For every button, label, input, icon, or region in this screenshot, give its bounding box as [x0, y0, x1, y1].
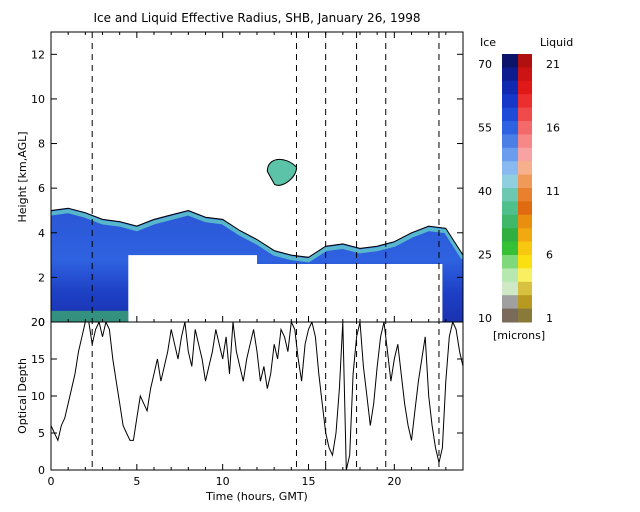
colorbar-liquid-cell: [518, 295, 532, 310]
isolated-cloud: [266, 158, 297, 186]
colorbar-liquid-cell: [518, 147, 532, 162]
colorbar-ice-cell: [502, 147, 518, 162]
colorbar-liquid-cell: [518, 281, 532, 296]
cloud-field: [51, 158, 463, 322]
height-tick-label: 4: [38, 227, 45, 240]
colorbar-liquid-cell: [518, 188, 532, 202]
optical-depth-panel: [51, 322, 463, 470]
height-axis-label: Height [km,AGL]: [16, 131, 29, 222]
colorbar-ice-cell: [502, 80, 518, 95]
colorbar-units: [microns]: [493, 329, 545, 342]
optical-depth-tick-label: 5: [38, 427, 45, 440]
colorbar-ice-tick: 70: [478, 58, 492, 71]
colorbar-ice-tick: 55: [478, 122, 492, 135]
time-tick-label: 15: [302, 475, 316, 488]
cloud-top-edge: [51, 209, 463, 263]
colorbar-ice-cell: [502, 308, 518, 323]
optical-depth-tick-label: 15: [31, 353, 45, 366]
chart-title: Ice and Liquid Effective Radius, SHB, Ja…: [93, 11, 420, 25]
time-tick-label: 0: [48, 475, 55, 488]
colorbar-ice-cell: [502, 174, 518, 189]
colorbar-ice-cell: [502, 94, 518, 109]
near-surface-band: [51, 310, 129, 322]
colorbar-liquid-cell: [518, 54, 532, 68]
colorbar-liquid-cell: [518, 255, 532, 269]
colorbar-ice-title: Ice: [480, 36, 496, 49]
optical-depth-axis-label: Optical Depth: [16, 358, 29, 434]
colorbar-tick-labels: 70 55 40 25 10 21 16 11 6 1: [478, 58, 560, 325]
height-tick-label: 0: [38, 316, 45, 329]
colorbar-liquid-tick: 16: [546, 122, 560, 135]
height-tick-label: 12: [31, 48, 45, 61]
colorbar-ice-cell: [502, 54, 518, 68]
colorbar-ice-cell: [502, 161, 518, 176]
colorbar-liquid-cell: [518, 201, 532, 216]
colorbar-liquid-cell: [518, 94, 532, 109]
colorbar-liquid-cell: [518, 67, 532, 82]
colorbar-liquid-cell: [518, 80, 532, 95]
height-tick-label: 8: [38, 138, 45, 151]
colorbar-ice-cell: [502, 228, 518, 243]
height-axis: 0 2 4 6 8 10 12: [31, 32, 464, 329]
colorbar-ice-tick: 40: [478, 185, 492, 198]
colorbar-ice-cell: [502, 201, 518, 216]
colorbar-liquid-cell: [518, 241, 532, 256]
event-lines: [91, 32, 440, 470]
colorbar-liquid-cell: [518, 268, 532, 283]
colorbar-liquid-cell: [518, 228, 532, 243]
time-tick-label: 10: [216, 475, 230, 488]
colorbar-ice-cell: [502, 134, 518, 149]
colorbar-liquid-cell: [518, 214, 532, 229]
colorbar-ice-cell: [502, 281, 518, 296]
colorbar-ice-cell: [502, 67, 518, 82]
colorbar-liquid-cell: [518, 134, 532, 149]
optical-depth-tick-label: 20: [31, 316, 45, 329]
colorbar-ice-cell: [502, 268, 518, 283]
heatmap-panel: [51, 158, 463, 322]
colorbar-liquid-cell: [518, 174, 532, 189]
colorbar-ice-cell: [502, 107, 518, 122]
cloud-top-outline: [51, 207, 463, 258]
colorbar-ice-cell: [502, 121, 518, 135]
time-tick-label: 5: [133, 475, 140, 488]
time-tick-label: 20: [387, 475, 401, 488]
colorbar-liquid-cell: [518, 161, 532, 176]
optical-depth-tick-label: 10: [31, 390, 45, 403]
colorbar-liquid-tick: 11: [546, 185, 560, 198]
colorbar-ice-tick: 25: [478, 249, 492, 262]
colorbar-ice-cell: [502, 188, 518, 202]
colorbar-ice-cell: [502, 214, 518, 229]
cloud-body: [51, 208, 463, 322]
height-tick-label: 6: [38, 182, 45, 195]
colorbar-liquid-tick: 21: [546, 58, 560, 71]
optical-depth-tick-label: 0: [38, 464, 45, 477]
colorbar-cells: [502, 54, 532, 323]
time-axis-label: Time (hours, GMT): [205, 490, 308, 503]
colorbar-liquid-cell: [518, 121, 532, 135]
colorbar-liquid-cell: [518, 308, 532, 323]
colorbar-liquid-tick: 1: [546, 312, 553, 325]
optical-depth-series-line: [51, 322, 463, 470]
height-tick-label: 2: [38, 271, 45, 284]
colorbar-ice-tick: 10: [478, 312, 492, 325]
height-tick-label: 10: [31, 93, 45, 106]
colorbar-ice-cell: [502, 241, 518, 256]
colorbar-liquid-cell: [518, 107, 532, 122]
colorbar-liquid-tick: 6: [546, 249, 553, 262]
colorbar-ice-cell: [502, 295, 518, 310]
colorbar-ice-cell: [502, 255, 518, 269]
optical-depth-frame: [50, 321, 464, 471]
colorbar-liquid-title: Liquid: [540, 36, 573, 49]
colorbar: Ice Liquid 70 55 40 25 10 21 16 11 6 1 [microns]: [478, 36, 573, 342]
